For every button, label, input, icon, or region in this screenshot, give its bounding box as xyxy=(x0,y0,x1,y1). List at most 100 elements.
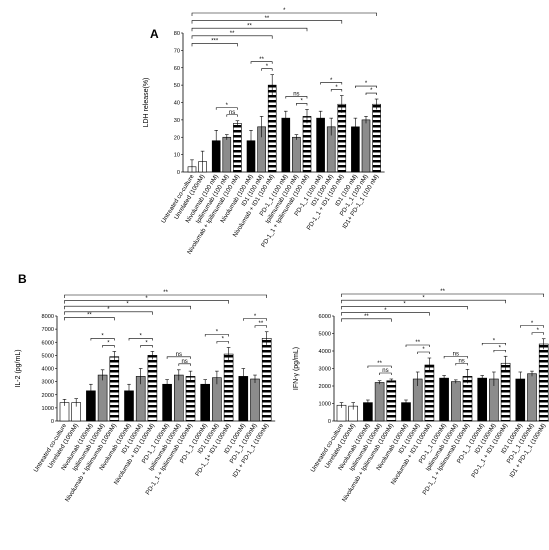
y-tick-label: 1000 xyxy=(319,402,331,408)
bar xyxy=(97,374,108,422)
significance-label: * xyxy=(493,338,496,344)
significance-label: * xyxy=(531,321,534,327)
significance-label: ** xyxy=(440,289,445,295)
significance-bracket xyxy=(216,341,229,344)
significance-bracket xyxy=(455,363,468,366)
panel-label-b: B xyxy=(18,272,27,286)
bar xyxy=(477,377,488,422)
significance-bracket xyxy=(405,344,430,347)
significance-bracket xyxy=(285,96,308,99)
chart-il2: 0 1000 2000 3000 4000 5000 6000 7000 8000 IL-2 (p… xyxy=(15,290,276,503)
significance-label: * xyxy=(283,8,286,14)
bar xyxy=(439,377,449,422)
bar xyxy=(500,362,511,422)
significance-bracket xyxy=(178,363,191,366)
bar xyxy=(185,376,196,422)
significance-bracket xyxy=(191,20,343,24)
bar xyxy=(223,353,234,422)
significance-label: *** xyxy=(211,39,219,45)
bar xyxy=(363,402,373,422)
bar xyxy=(281,117,291,173)
significance-label: ** xyxy=(163,290,168,296)
y-tick-label: 5000 xyxy=(319,332,331,338)
significance-bracket xyxy=(102,345,115,348)
significance-label: * xyxy=(145,296,148,302)
significance-label: * xyxy=(403,302,406,308)
significance-label: ** xyxy=(87,313,92,319)
significance-bracket xyxy=(254,325,267,328)
significance-bracket xyxy=(204,334,229,337)
y-axis-label: LDH release(%) xyxy=(143,78,150,128)
significance-bracket xyxy=(355,85,377,89)
y-tick-label: 10 xyxy=(174,153,180,159)
significance-label: * xyxy=(301,99,304,105)
significance-label: * xyxy=(499,345,502,351)
significance-label: * xyxy=(384,308,387,314)
bar xyxy=(361,119,371,173)
bar xyxy=(302,116,312,173)
significance-bracket xyxy=(417,351,430,354)
significance-label: ** xyxy=(415,340,420,346)
bar xyxy=(174,374,184,422)
significance-label: ** xyxy=(377,361,382,367)
significance-label: * xyxy=(222,337,225,343)
significance-bracket xyxy=(128,338,153,341)
y-tick-label: 4000 xyxy=(42,367,54,373)
significance-bracket xyxy=(191,35,273,39)
significance-bracket xyxy=(341,293,544,297)
significance-label: * xyxy=(101,334,104,340)
significance-label: * xyxy=(107,307,110,313)
y-tick-label: 0 xyxy=(328,419,331,425)
significance-label: * xyxy=(107,341,110,347)
panel-label-a: A xyxy=(150,27,159,41)
significance-bracket xyxy=(365,92,377,96)
significance-bracket xyxy=(367,365,392,368)
bar xyxy=(109,356,120,422)
y-tick-label: 20 xyxy=(174,135,180,141)
y-tick-label: 5000 xyxy=(42,353,54,359)
significance-label: * xyxy=(140,334,143,340)
y-tick-label: 6000 xyxy=(319,314,331,320)
y-tick-label: 4000 xyxy=(319,349,331,355)
significance-label: * xyxy=(330,78,333,84)
significance-bracket xyxy=(341,306,468,310)
significance-bracket xyxy=(379,372,392,375)
significance-bracket xyxy=(166,356,191,359)
significance-bracket xyxy=(64,300,229,304)
significance-label: ns xyxy=(458,359,464,365)
significance-bracket xyxy=(226,114,238,117)
significance-bracket xyxy=(191,43,238,47)
y-tick-label: 6000 xyxy=(42,340,54,346)
significance-bracket xyxy=(191,27,308,32)
significance-bracket xyxy=(243,318,267,321)
significance-bracket xyxy=(443,356,468,359)
significance-label: * xyxy=(370,88,373,94)
y-tick-label: 1000 xyxy=(42,406,54,412)
significance-label: ** xyxy=(364,314,369,320)
significance-label: * xyxy=(126,301,129,307)
significance-label: * xyxy=(226,103,229,109)
bar xyxy=(424,364,435,422)
significance-label: ns xyxy=(181,359,187,365)
significance-bracket xyxy=(493,349,506,353)
y-tick-label: 2000 xyxy=(319,384,331,390)
bar xyxy=(200,383,210,422)
significance-label: ns xyxy=(293,92,299,98)
significance-label: * xyxy=(254,314,257,320)
y-tick-label: 2000 xyxy=(42,393,54,399)
significance-bracket xyxy=(330,89,343,92)
y-tick-label: 3000 xyxy=(42,380,54,386)
y-tick-label: 60 xyxy=(174,66,180,72)
significance-label: ** xyxy=(230,31,235,37)
significance-label: * xyxy=(537,328,540,334)
bar xyxy=(527,373,537,422)
significance-bracket xyxy=(191,12,377,16)
bar xyxy=(261,338,272,422)
significance-label: ** xyxy=(259,321,264,327)
significance-label: * xyxy=(216,330,219,336)
significance-bracket xyxy=(64,317,115,321)
y-axis-label: IFN-γ (pg/mL) xyxy=(293,347,300,390)
significance-bracket xyxy=(261,68,273,71)
bar xyxy=(233,123,242,173)
